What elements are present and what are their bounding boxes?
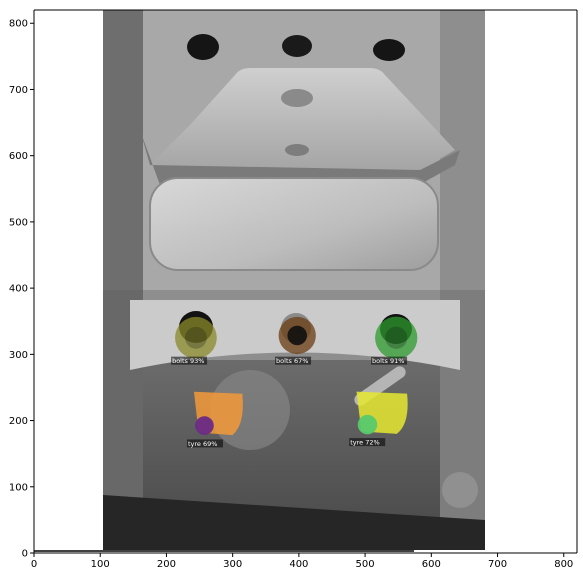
y-tick-label: 600 — [9, 151, 28, 162]
y-ticks: 0 100 200 300 400 500 600 700 800 — [9, 19, 34, 560]
label-background — [171, 356, 208, 365]
x-tick-label: 500 — [356, 559, 375, 570]
mask-hole — [357, 414, 378, 435]
detection-label: bolts 91% — [372, 357, 404, 365]
detection-label: bolts 93% — [172, 357, 204, 365]
bolt-head — [184, 326, 207, 349]
bolt-head — [287, 325, 307, 346]
x-tick-label: 300 — [223, 559, 242, 570]
y-tick-label: 700 — [9, 85, 28, 96]
detection-bolts: bolts 67% — [275, 316, 316, 365]
photo — [103, 10, 485, 550]
detection-tyre: tyre 69% — [186, 391, 243, 448]
detection-bolts: bolts 93% — [171, 316, 217, 365]
x-tick-label: 100 — [91, 559, 110, 570]
detection-label: bolts 67% — [276, 357, 308, 365]
x-tick-label: 200 — [157, 559, 176, 570]
detection-label: tyre 72% — [350, 439, 379, 447]
x-ticks: 0 100 200 300 400 500 600 700 800 — [31, 553, 573, 570]
x-tick-label: 700 — [488, 559, 507, 570]
y-tick-label: 800 — [9, 19, 28, 30]
y-tick-label: 100 — [9, 482, 28, 493]
detection-tyre: tyre 72% — [349, 391, 408, 447]
x-tick-label: 400 — [289, 559, 308, 570]
segmentation-mask — [375, 316, 418, 359]
bolt-head — [385, 326, 408, 349]
y-tick-label: 0 — [22, 549, 28, 560]
x-tick-label: 600 — [422, 559, 441, 570]
label-background — [275, 356, 312, 365]
label-background — [371, 356, 408, 365]
segmentation-mask — [175, 316, 217, 359]
y-tick-label: 400 — [9, 284, 28, 295]
y-tick-label: 300 — [9, 350, 28, 361]
label-background — [186, 439, 223, 448]
y-tick-label: 500 — [9, 217, 28, 228]
detection-bolts: bolts 91% — [371, 316, 418, 365]
detections: tyre 69% tyre 72% bolts 93% bolts 67% bolts … — [171, 316, 418, 448]
axes — [33, 9, 578, 554]
label-background — [349, 438, 386, 447]
detection-label: tyre 69% — [188, 440, 217, 448]
x-tick-label: 0 — [31, 559, 37, 570]
y-tick-label: 200 — [9, 416, 28, 427]
mask-hole — [195, 416, 214, 435]
x-tick-label: 800 — [554, 559, 573, 570]
